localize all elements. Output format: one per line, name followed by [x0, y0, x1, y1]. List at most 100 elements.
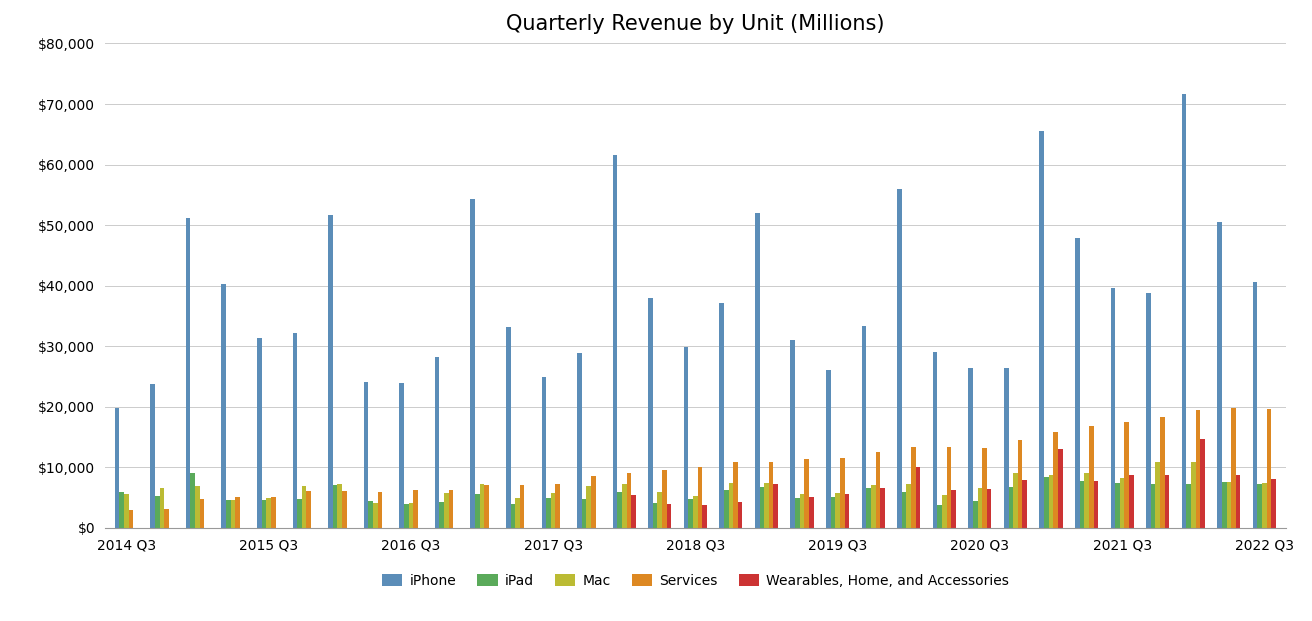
Bar — [631, 495, 636, 528]
Bar — [810, 497, 813, 528]
Bar — [1044, 477, 1048, 528]
Bar — [968, 368, 974, 528]
Bar — [840, 458, 845, 528]
Bar — [942, 496, 947, 528]
Bar — [1004, 368, 1009, 528]
Bar — [702, 505, 707, 528]
Legend: iPhone, iPad, Mac, Services, Wearables, Home, and Accessories: iPhone, iPad, Mac, Services, Wearables, … — [377, 568, 1014, 594]
Bar — [791, 340, 795, 528]
Bar — [546, 498, 551, 528]
Bar — [434, 357, 440, 528]
Bar — [1054, 432, 1057, 528]
Bar — [581, 499, 586, 528]
Bar — [1195, 410, 1200, 528]
Bar — [307, 491, 311, 528]
Bar — [373, 503, 378, 528]
Bar — [155, 496, 160, 528]
Bar — [947, 447, 951, 528]
Bar — [151, 384, 155, 528]
Bar — [663, 470, 666, 528]
Bar — [231, 501, 235, 528]
Bar — [983, 448, 987, 528]
Bar — [114, 408, 119, 528]
Bar — [1156, 462, 1160, 528]
Bar — [1057, 450, 1063, 528]
Bar — [1120, 478, 1124, 528]
Bar — [1093, 481, 1098, 528]
Bar — [484, 485, 489, 528]
Bar — [657, 492, 663, 528]
Bar — [862, 326, 866, 528]
Bar — [1130, 474, 1134, 528]
Bar — [827, 370, 830, 528]
Bar — [613, 155, 617, 528]
Bar — [1271, 479, 1277, 528]
Bar — [937, 505, 942, 528]
Bar — [907, 484, 911, 528]
Bar — [510, 504, 516, 528]
Bar — [698, 468, 702, 528]
Bar — [1182, 94, 1186, 528]
Bar — [333, 485, 337, 528]
Bar — [911, 447, 916, 528]
Bar — [764, 483, 769, 528]
Bar — [443, 493, 449, 528]
Bar — [1018, 440, 1022, 528]
Bar — [845, 494, 849, 528]
Bar — [235, 497, 240, 528]
Bar — [551, 493, 555, 528]
Bar — [648, 297, 653, 528]
Bar — [363, 383, 369, 528]
Bar — [195, 486, 199, 528]
Bar — [666, 504, 672, 528]
Bar — [261, 501, 266, 528]
Bar — [408, 504, 413, 528]
Bar — [449, 489, 454, 528]
Bar — [342, 491, 346, 528]
Bar — [186, 218, 190, 528]
Bar — [337, 484, 342, 528]
Bar — [1151, 484, 1156, 528]
Bar — [475, 494, 480, 528]
Bar — [627, 473, 631, 528]
Bar — [586, 486, 590, 528]
Bar — [1160, 417, 1165, 528]
Bar — [974, 501, 977, 528]
Bar — [1231, 408, 1236, 528]
Bar — [577, 353, 581, 528]
Bar — [800, 494, 804, 528]
Bar — [795, 498, 800, 528]
Bar — [328, 215, 333, 528]
Bar — [119, 492, 125, 528]
Bar — [728, 483, 733, 528]
Bar — [1200, 439, 1204, 528]
Bar — [653, 503, 657, 528]
Bar — [125, 494, 129, 528]
Bar — [404, 504, 408, 528]
Bar — [199, 499, 205, 528]
Bar — [1262, 483, 1266, 528]
Bar — [1257, 484, 1262, 528]
Bar — [1147, 292, 1151, 528]
Bar — [1039, 130, 1044, 528]
Bar — [270, 497, 276, 528]
Bar — [506, 327, 510, 528]
Bar — [769, 462, 774, 528]
Bar — [617, 492, 622, 528]
Bar — [760, 487, 764, 528]
Bar — [951, 490, 956, 528]
Bar — [871, 486, 875, 528]
Bar — [302, 486, 307, 528]
Bar — [520, 485, 525, 528]
Bar — [684, 347, 689, 528]
Bar — [1186, 484, 1191, 528]
Bar — [622, 484, 627, 528]
Bar — [897, 189, 901, 528]
Bar — [293, 333, 298, 528]
Bar — [830, 497, 836, 528]
Bar — [440, 502, 443, 528]
Bar — [719, 302, 724, 528]
Bar — [542, 378, 546, 528]
Bar — [774, 484, 778, 528]
Bar — [1191, 462, 1195, 528]
